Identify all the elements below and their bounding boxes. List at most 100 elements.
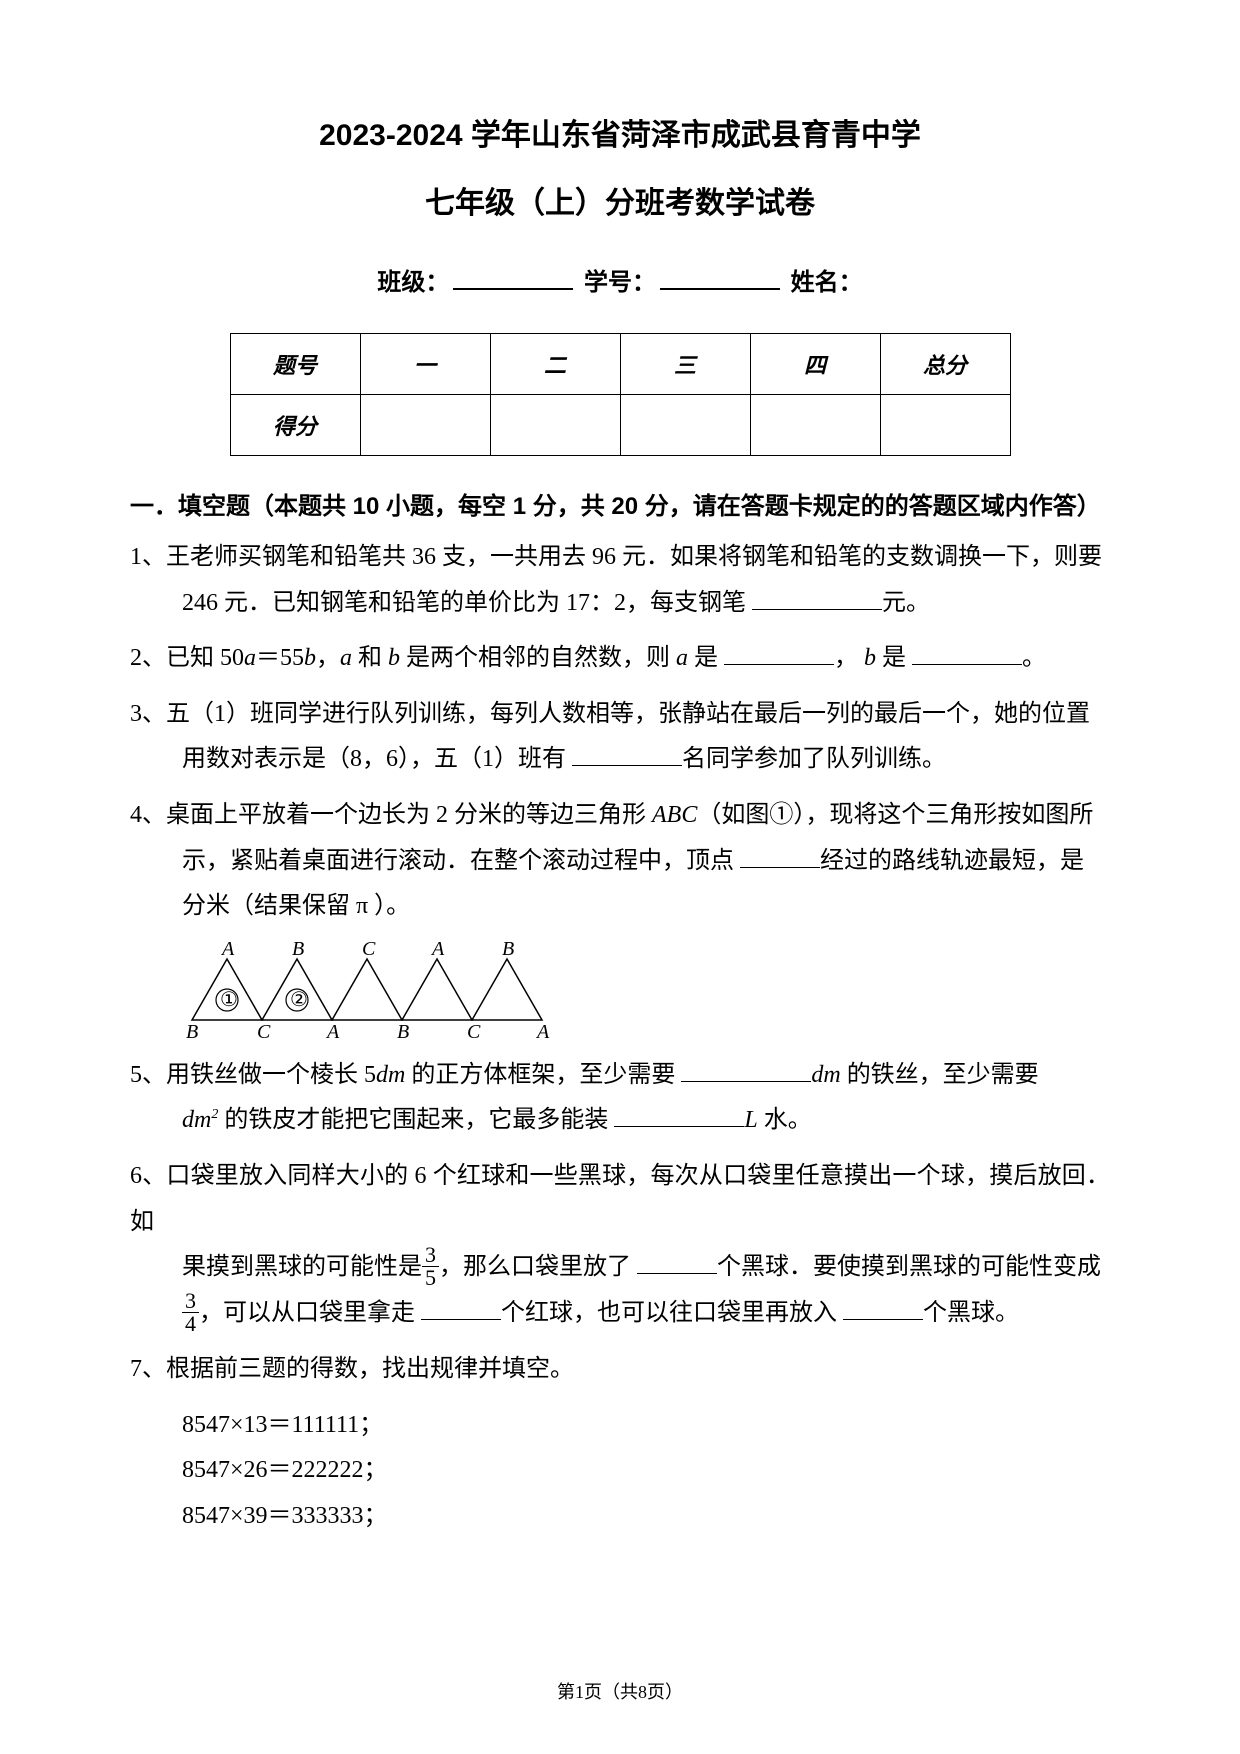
q6-frac1: 35 xyxy=(422,1244,439,1289)
q3-a: 3、五（1）班同学进行队列训练，每列人数相等，张静站在最后一列的最后一个，她的位… xyxy=(130,701,1090,727)
question-5: 5、用铁丝做一个棱长 5dm 的正方体框架，至少需要 dm 的铁丝，至少需要 d… xyxy=(130,1053,1110,1144)
score-h4: 四 xyxy=(750,334,880,395)
score-cell-2 xyxy=(490,395,620,456)
name-label: 姓名： xyxy=(791,269,863,296)
dg-circ-1: ② xyxy=(290,989,308,1011)
dg-bot-2: A xyxy=(325,1021,340,1040)
q2-f: 是 xyxy=(688,645,724,671)
dg-top-3: A xyxy=(430,940,445,960)
q5-dm3a: dm xyxy=(182,1107,211,1133)
score-h0: 题号 xyxy=(230,334,360,395)
dg-bot-0: B xyxy=(186,1021,198,1040)
dg-top-2: C xyxy=(362,940,376,960)
q6-frac2: 34 xyxy=(182,1290,199,1335)
id-blank xyxy=(660,270,780,290)
class-blank xyxy=(453,270,573,290)
score-table: 题号 一 二 三 四 总分 得分 xyxy=(230,333,1011,456)
q2-blank-1 xyxy=(724,647,834,665)
q2-c: ， xyxy=(316,645,340,671)
q5-dm2: dm xyxy=(811,1062,840,1088)
score-value-row: 得分 xyxy=(230,395,1010,456)
q6-frac2-n: 3 xyxy=(182,1290,199,1313)
q2-g: ， xyxy=(834,645,864,671)
q7-lines: 8547×13＝111111； 8547×26＝222222； 8547×39＝… xyxy=(130,1403,1110,1540)
q6-g: 个黑球。 xyxy=(923,1300,1019,1326)
q6-e: ，可以从口袋里拿走 xyxy=(199,1300,421,1326)
q7-line-3: 8547×39＝333333； xyxy=(182,1494,1110,1540)
question-2: 2、已知 50a＝55b，a 和 b 是两个相邻的自然数，则 a 是 ， b 是… xyxy=(130,636,1110,682)
dg-circ-0: ① xyxy=(220,989,238,1011)
score-header-row: 题号 一 二 三 四 总分 xyxy=(230,334,1010,395)
dg-top-1: B xyxy=(292,940,304,960)
q7-a: 7、根据前三题的得数，找出规律并填空。 xyxy=(130,1356,574,1382)
student-info-line: 班级： 学号： 姓名： xyxy=(130,262,1110,297)
q4-blank xyxy=(740,850,820,868)
score-h2: 二 xyxy=(490,334,620,395)
q6-c: ，那么口袋里放了 xyxy=(439,1254,637,1280)
dg-bot-4: C xyxy=(467,1021,481,1040)
q3-c: 名同学参加了队列训练。 xyxy=(682,746,946,772)
score-cell-3 xyxy=(620,395,750,456)
dg-bot-3: B xyxy=(397,1021,409,1040)
q2-h: 是 xyxy=(876,645,912,671)
q2-var-a1: a xyxy=(244,645,256,671)
q1-text-b: 246 元．已知钢笔和铅笔的单价比为 17：2，每支钢笔 xyxy=(182,590,752,616)
q6-frac1-d: 5 xyxy=(422,1267,439,1289)
q1-blank xyxy=(752,592,882,610)
q1-text-c: 元。 xyxy=(882,590,930,616)
dg-top-4: B xyxy=(502,940,514,960)
q3-blank xyxy=(572,748,682,766)
q6-a: 6、口袋里放入同样大小的 6 个红球和一些黑球，每次从口袋里任意摸出一个球，摸后… xyxy=(130,1163,1110,1235)
q6-blank-1 xyxy=(637,1256,717,1274)
question-3: 3、五（1）班同学进行队列训练，每列人数相等，张静站在最后一列的最后一个，她的位… xyxy=(130,692,1110,783)
q4-e: 分米（结果保留 π ）。 xyxy=(182,893,410,919)
q2-e: 是两个相邻的自然数，则 xyxy=(400,645,676,671)
q3-b: 用数对表示是（8，6），五（1）班有 xyxy=(182,746,572,772)
q6-blank-3 xyxy=(843,1302,923,1320)
class-label: 班级： xyxy=(377,269,449,296)
score-h1: 一 xyxy=(360,334,490,395)
dg-bot-5: A xyxy=(535,1021,550,1040)
q4-a: 4、桌面上平放着一个边长为 2 分米的等边三角形 xyxy=(130,802,652,828)
dg-top-0: A xyxy=(220,940,235,960)
q2-blank-2 xyxy=(912,647,1022,665)
score-cell-4 xyxy=(750,395,880,456)
triangle-svg: A B C A B B C A B C A ① ② xyxy=(182,940,602,1040)
q5-b: 的正方体框架，至少需要 xyxy=(405,1062,681,1088)
question-6: 6、口袋里放入同样大小的 6 个红球和一些黑球，每次从口袋里任意摸出一个球，摸后… xyxy=(130,1154,1110,1337)
q6-blank-2 xyxy=(421,1302,501,1320)
id-label: 学号： xyxy=(584,269,656,296)
q4-d: 经过的路线轨迹最短，是 xyxy=(820,848,1084,874)
q5-c: 的铁丝，至少需要 xyxy=(841,1062,1039,1088)
q6-d: 个黑球．要使摸到黑球的可能性变成 xyxy=(717,1254,1101,1280)
question-7: 7、根据前三题的得数，找出规律并填空。 xyxy=(130,1347,1110,1393)
q5-blank-1 xyxy=(681,1064,811,1082)
q2-var-a3: a xyxy=(676,645,688,671)
q6-frac2-d: 4 xyxy=(182,1313,199,1335)
q5-L: L xyxy=(744,1107,757,1133)
dg-bot-1: C xyxy=(257,1021,271,1040)
score-h3: 三 xyxy=(620,334,750,395)
score-row-label: 得分 xyxy=(230,395,360,456)
q6-b: 果摸到黑球的可能性是 xyxy=(182,1254,422,1280)
q2-i: 。 xyxy=(1022,645,1046,671)
triangle-diagram: A B C A B B C A B C A ① ② xyxy=(182,940,1110,1045)
q2-var-b2: b xyxy=(388,645,400,671)
q7-line-1: 8547×13＝111111； xyxy=(182,1403,1110,1449)
q4-c: 示，紧贴着桌面进行滚动．在整个滚动过程中，顶点 xyxy=(182,848,740,874)
q2-var-b1: b xyxy=(304,645,316,671)
page-footer: 第1页（共8页） xyxy=(0,1678,1240,1704)
q2-a: 2、已知 50 xyxy=(130,645,244,671)
q7-line-2: 8547×26＝222222； xyxy=(182,1448,1110,1494)
score-h5: 总分 xyxy=(880,334,1010,395)
q6-frac1-n: 3 xyxy=(422,1244,439,1267)
score-cell-1 xyxy=(360,395,490,456)
section-1-heading: 一．填空题（本题共 10 小题，每空 1 分，共 20 分，请在答题卡规定的的答… xyxy=(130,486,1110,521)
q1-text-a: 1、王老师买钢笔和铅笔共 36 支，一共用去 96 元．如果将钢笔和铅笔的支数调… xyxy=(130,544,1102,570)
q5-a: 5、用铁丝做一个棱长 5 xyxy=(130,1062,376,1088)
q5-e: 水。 xyxy=(758,1107,812,1133)
q2-var-b3: b xyxy=(864,645,876,671)
exam-title-line2: 七年级（上）分班考数学试卷 xyxy=(130,178,1110,222)
score-cell-5 xyxy=(880,395,1010,456)
q4-b: （如图①），现将这个三角形按如图所 xyxy=(697,802,1093,828)
